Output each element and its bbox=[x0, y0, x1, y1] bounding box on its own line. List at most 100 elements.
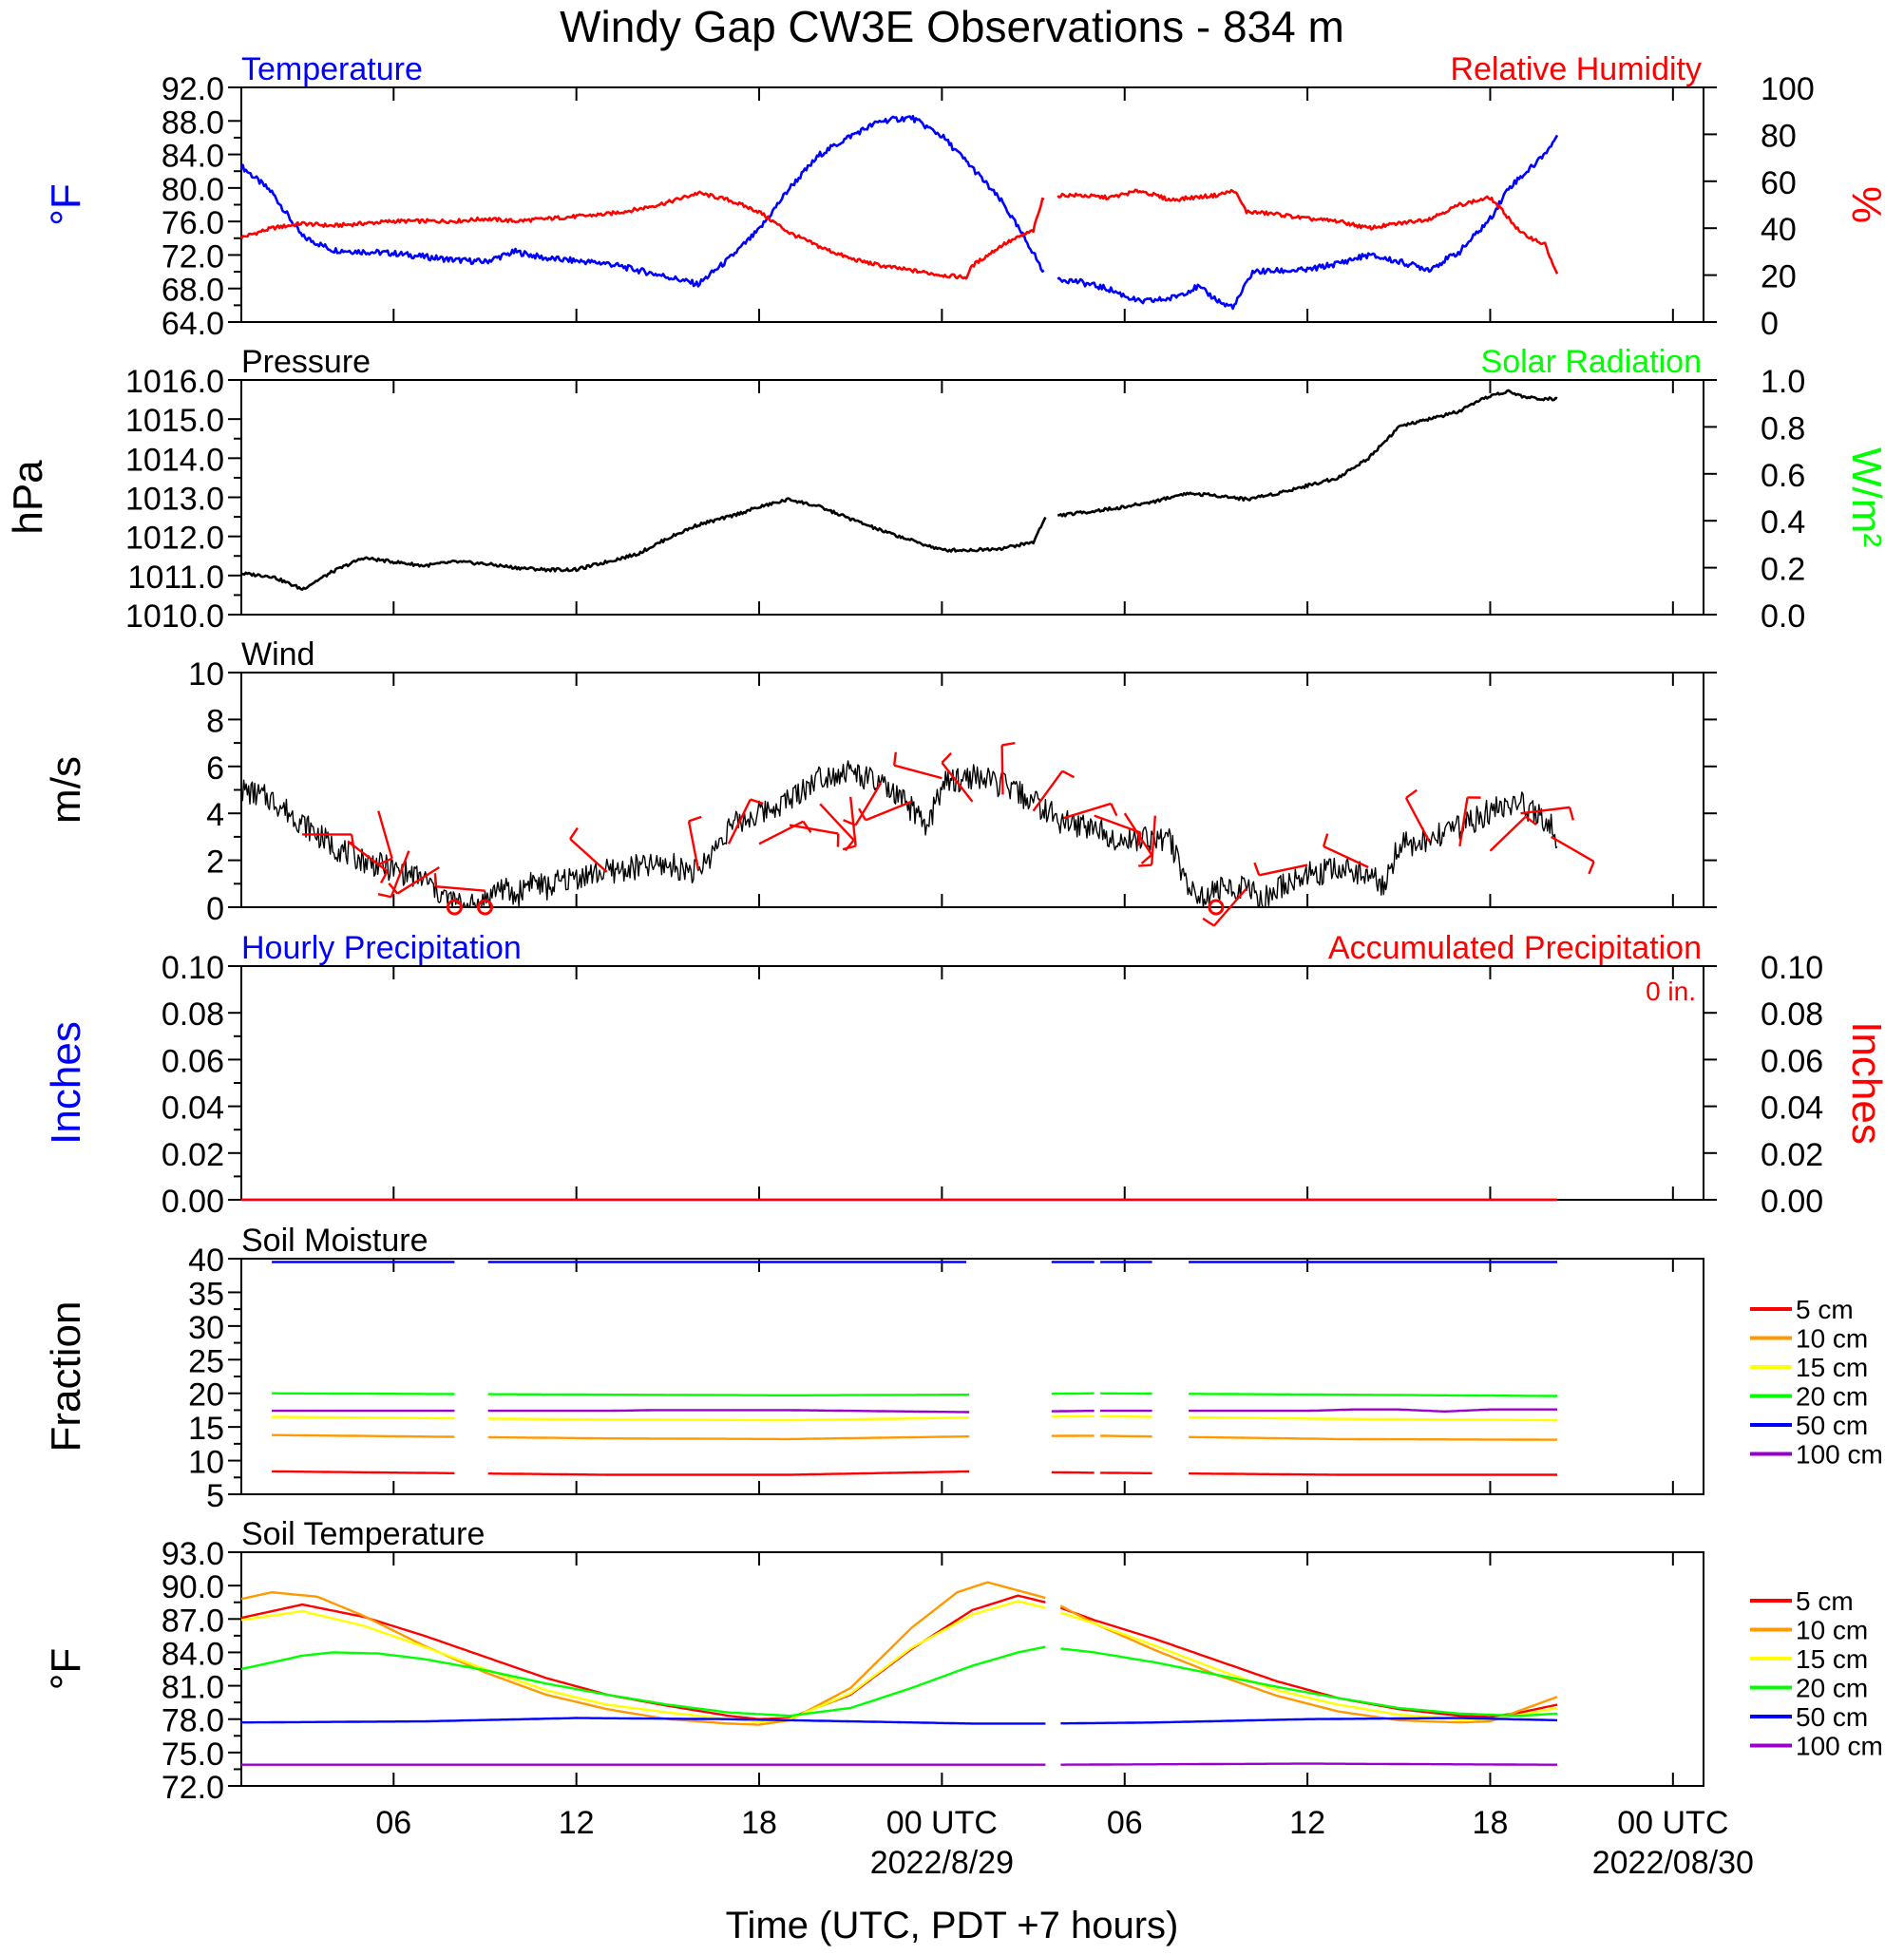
y-tick-label-left: 0.06 bbox=[162, 1043, 224, 1079]
legend-label: 50 cm bbox=[1796, 1702, 1868, 1732]
y-tick-label-left: 72.0 bbox=[162, 1770, 224, 1806]
y-tick-label-left: 5 bbox=[206, 1478, 224, 1514]
y-axis-label-right: % bbox=[1843, 186, 1890, 223]
wind-barb bbox=[1550, 835, 1595, 875]
y-tick-label-left: 25 bbox=[188, 1343, 224, 1379]
wind-barb bbox=[1404, 788, 1431, 843]
y-tick-label-right: 20 bbox=[1761, 259, 1797, 295]
panel-title-left: Hourly Precipitation bbox=[241, 930, 522, 966]
series-soil-moisture-10cm bbox=[1189, 1435, 1557, 1441]
y-tick-label-left: 1011.0 bbox=[128, 560, 224, 596]
y-tick-label-left: 76.0 bbox=[162, 205, 224, 241]
y-tick-label-left: 8 bbox=[206, 703, 224, 739]
wind-barb bbox=[1032, 769, 1076, 812]
y-axis-label-left: hPa bbox=[5, 460, 51, 535]
x-tick-label: 06 bbox=[1107, 1805, 1143, 1841]
panel-title-left: Soil Temperature bbox=[241, 1516, 485, 1552]
series-soil-temp-50cm bbox=[1060, 1717, 1558, 1725]
series-soil-temp-15cm bbox=[240, 1600, 1046, 1723]
series-soil-moisture-10cm bbox=[272, 1433, 455, 1438]
y-tick-label-left: 40 bbox=[188, 1243, 224, 1279]
panels: 64.068.072.076.080.084.088.092.002040608… bbox=[5, 51, 1890, 1806]
y-tick-label-left: 1016.0 bbox=[125, 364, 224, 400]
y-tick-label-left: 87.0 bbox=[162, 1603, 224, 1639]
wind-barb bbox=[843, 782, 883, 826]
y-tick-label-right: 0 bbox=[1761, 306, 1779, 342]
series-soil-moisture-15cm bbox=[487, 1416, 970, 1422]
y-tick-label-right: 0.00 bbox=[1761, 1184, 1823, 1220]
wind-barb bbox=[858, 800, 912, 822]
y-tick-label-right: 0.06 bbox=[1761, 1043, 1823, 1079]
y-tick-label-right: 0.4 bbox=[1761, 504, 1805, 541]
series-soil-moisture-100cm bbox=[1189, 1408, 1557, 1414]
x-tick-label: 06 bbox=[375, 1805, 411, 1841]
y-tick-label-left: 0.02 bbox=[162, 1137, 224, 1173]
y-tick-label-left: 81.0 bbox=[162, 1670, 224, 1706]
panel-wind: 0 2 4 6 8 10 Wind m/s bbox=[43, 636, 1717, 927]
panel-title-right: Solar Radiation bbox=[1481, 344, 1702, 380]
legend-label: 10 cm bbox=[1796, 1324, 1868, 1354]
x-tick-label: 18 bbox=[741, 1805, 777, 1841]
legend-label: 5 cm bbox=[1796, 1586, 1854, 1616]
wind-barb bbox=[1322, 833, 1369, 869]
wind-barb bbox=[347, 840, 389, 883]
y-tick-label-left: 1013.0 bbox=[125, 482, 224, 518]
wind-barb bbox=[569, 826, 608, 873]
y-tick-label-right: 0.02 bbox=[1761, 1137, 1823, 1173]
series-soil-moisture-20cm bbox=[272, 1392, 455, 1395]
series-soil-moisture-15cm bbox=[1051, 1414, 1095, 1418]
panel-title-right: Relative Humidity bbox=[1450, 51, 1702, 87]
y-tick-label-left: 1014.0 bbox=[125, 442, 224, 478]
y-tick-label-left: 20 bbox=[188, 1377, 224, 1414]
series-soil-moisture-5cm bbox=[272, 1470, 455, 1475]
y-tick-label-left: 64.0 bbox=[162, 306, 224, 342]
wind-barb bbox=[758, 820, 812, 845]
wind-barb bbox=[941, 751, 974, 803]
wind-barb bbox=[1063, 802, 1118, 820]
wind-barb bbox=[1202, 887, 1247, 927]
series-pressure bbox=[1057, 389, 1558, 518]
y-tick-label-left: 2 bbox=[206, 845, 224, 881]
y-tick-label-left: 0 bbox=[206, 891, 224, 927]
y-tick-label-right: 0.2 bbox=[1761, 552, 1805, 588]
panel-title-left: Pressure bbox=[241, 344, 371, 380]
calm-marker bbox=[476, 899, 493, 916]
y-tick-label-right: 80 bbox=[1761, 118, 1797, 154]
series-temperature bbox=[1057, 134, 1559, 311]
y-tick-label-right: 0.08 bbox=[1761, 996, 1823, 1033]
series-soil-moisture-15cm bbox=[1100, 1414, 1152, 1418]
x-tick-label: 12 bbox=[1289, 1805, 1325, 1841]
wind-barb bbox=[727, 798, 764, 845]
y-tick-label-left: 0.10 bbox=[162, 950, 224, 986]
panel-title-left: Temperature bbox=[241, 51, 423, 87]
series-relative-humidity bbox=[239, 190, 1045, 280]
y-tick-label-left: 10 bbox=[188, 656, 224, 693]
y-tick-label-right: 0.6 bbox=[1761, 458, 1805, 494]
y-tick-label-left: 10 bbox=[188, 1445, 224, 1481]
y-tick-label-right: 0.0 bbox=[1761, 598, 1805, 635]
wind-barb bbox=[1489, 815, 1537, 852]
plot-frame bbox=[240, 1258, 1704, 1495]
panel-title-left: Soil Moisture bbox=[241, 1223, 428, 1259]
wind-barb bbox=[433, 873, 486, 892]
wind-barb bbox=[1458, 796, 1481, 846]
y-axis-label-right: W/m² bbox=[1843, 447, 1890, 547]
y-tick-label-left: 15 bbox=[188, 1411, 224, 1447]
y-tick-label-right: 1.0 bbox=[1761, 364, 1805, 400]
series-soil-moisture-5cm bbox=[1189, 1471, 1557, 1476]
x-tick-date-label: 2022/08/30 bbox=[1592, 1845, 1754, 1881]
wind-barb bbox=[1123, 812, 1153, 864]
series-soil-moisture-100cm bbox=[1051, 1409, 1095, 1413]
chart-title: Windy Gap CW3E Observations - 834 m bbox=[560, 2, 1344, 51]
legend-label: 20 cm bbox=[1796, 1382, 1868, 1412]
plot-frame bbox=[240, 86, 1704, 323]
series-wind-speed bbox=[240, 760, 1558, 908]
panel-title-left: Wind bbox=[241, 636, 314, 673]
y-tick-label-left: 6 bbox=[206, 750, 224, 787]
series-soil-moisture-15cm bbox=[1189, 1415, 1558, 1422]
series-soil-temp-20cm bbox=[1060, 1647, 1558, 1718]
wind-barb bbox=[1138, 815, 1156, 867]
x-tick-label: 00 UTC bbox=[886, 1805, 998, 1841]
